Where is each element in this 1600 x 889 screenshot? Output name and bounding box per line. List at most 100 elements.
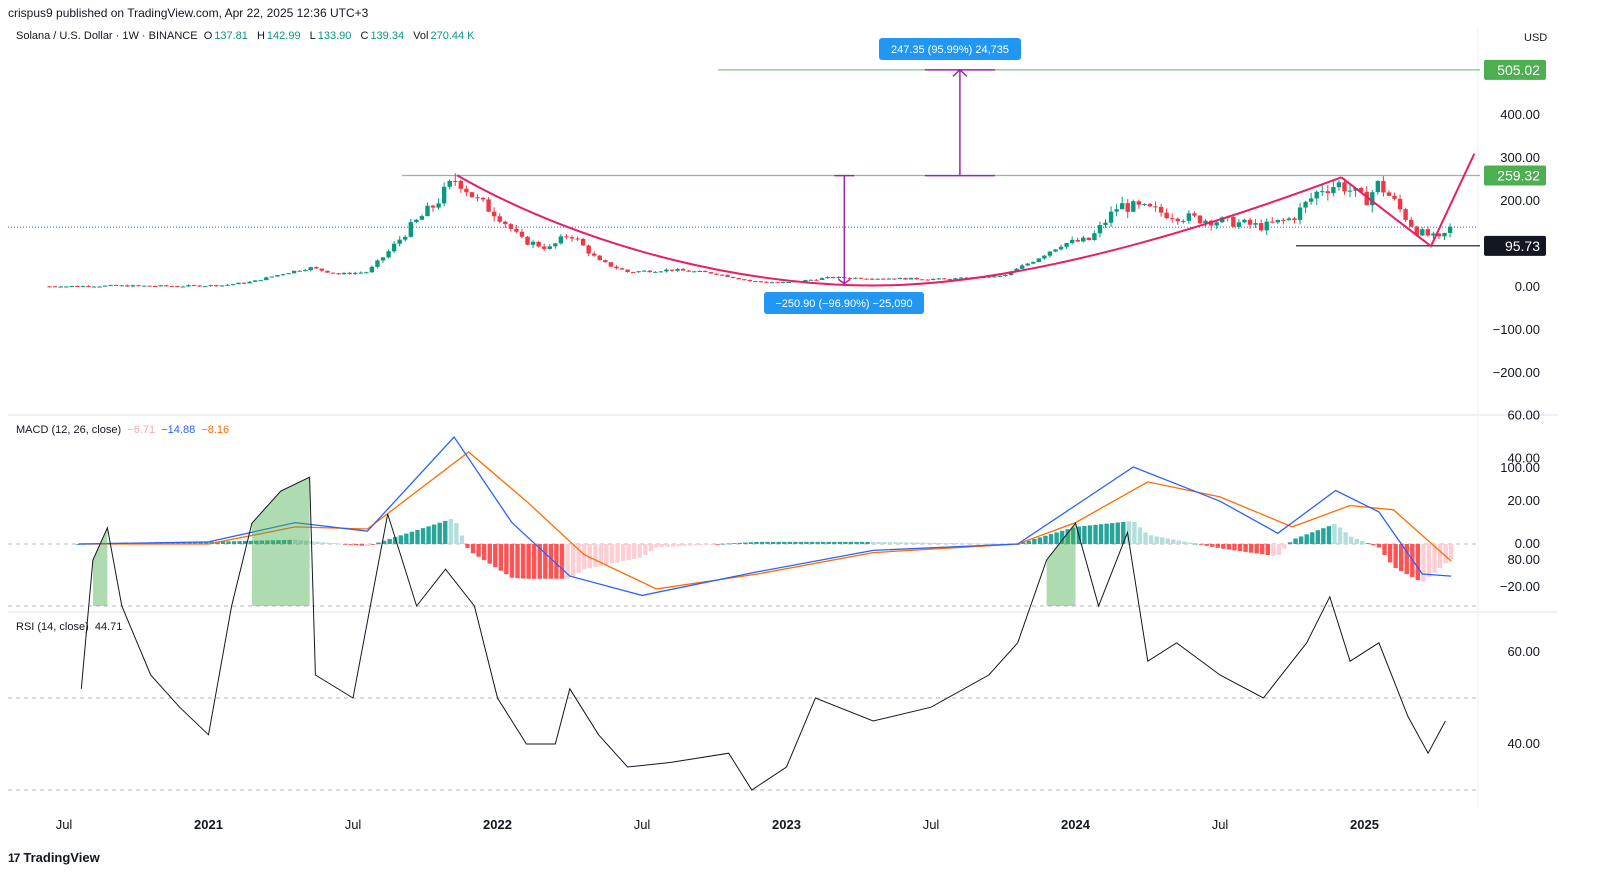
- macd-hist-bar: [320, 542, 326, 544]
- macd-hist-bar: [1154, 536, 1159, 544]
- macd-hist-bar: [315, 541, 320, 544]
- macd-hist-bar: [865, 541, 870, 544]
- candle-body: [1364, 191, 1369, 206]
- candle-body: [897, 277, 903, 280]
- macd-line: [78, 435, 1452, 597]
- candle-body: [1275, 219, 1280, 223]
- tradingview-logo[interactable]: 17 TradingView: [8, 850, 100, 865]
- rsi-tick-label: 60.00: [1507, 644, 1540, 659]
- rsi-line: [80, 476, 1446, 791]
- rsi-pane[interactable]: [8, 476, 1478, 791]
- candle-body: [369, 266, 375, 273]
- macd-hist-bar: [1165, 538, 1170, 544]
- macd-hist-bar: [887, 542, 893, 544]
- macd-hist-bar: [1315, 530, 1321, 544]
- candle-body: [191, 285, 197, 287]
- macd-hist-bar: [543, 544, 548, 579]
- macd-hist-bar: [576, 544, 581, 573]
- macd-hist-bar: [265, 540, 270, 544]
- macd-hist-bar: [665, 544, 670, 547]
- rsi-label[interactable]: RSI (14, close): [16, 621, 89, 633]
- candle-body: [1281, 219, 1286, 221]
- macd-hist-bar: [1065, 529, 1070, 544]
- macd-hist-bar: [1098, 524, 1104, 544]
- candle-body: [458, 180, 464, 189]
- symbol-name[interactable]: Solana / U.S. Dollar · 1W · BINANCE: [16, 30, 198, 42]
- candle-body: [881, 278, 886, 280]
- candle-body: [847, 277, 853, 279]
- time-tick-label: Jul: [923, 817, 940, 832]
- candle-body: [141, 285, 147, 287]
- time-tick-label: 2022: [483, 817, 512, 832]
- candle-body: [275, 275, 280, 277]
- macd-hist-bar: [715, 544, 720, 545]
- macd-legend: MACD (12, 26, close) −6.71 −14.88 −8.16: [16, 424, 229, 436]
- macd-hist-bar: [1376, 544, 1382, 548]
- macd-hist-bar: [465, 544, 470, 548]
- macd-hist-bar: [1437, 544, 1443, 569]
- close-label: C: [360, 30, 369, 42]
- macd-hist-bar: [709, 544, 715, 545]
- macd-hist-bar: [787, 541, 793, 544]
- macd-hist-bar: [1193, 543, 1198, 545]
- close-value: 139.34: [370, 30, 405, 42]
- candle-body: [608, 262, 614, 267]
- macd-hist-bar: [693, 544, 698, 546]
- candle-body: [1181, 220, 1186, 222]
- macd-hist-bar: [598, 544, 604, 566]
- price-pane[interactable]: [8, 69, 1480, 288]
- candle-body: [52, 286, 58, 288]
- macd-hist-bar: [1160, 537, 1165, 544]
- candle-body: [58, 286, 63, 288]
- candle-body: [808, 279, 814, 281]
- candle-body: [769, 282, 775, 284]
- candle-body: [1064, 243, 1069, 247]
- macd-hist-bar: [609, 544, 615, 564]
- macd-hist-bar: [404, 533, 409, 544]
- macd-hist-bar: [837, 541, 843, 544]
- macd-hist-bar: [1087, 525, 1093, 544]
- candle-body: [903, 277, 908, 280]
- candle-body: [603, 260, 608, 263]
- macd-hist-bar: [587, 544, 592, 569]
- macd-hist-bar: [859, 541, 865, 544]
- macd-hist-bar: [898, 542, 904, 544]
- candle-body: [1042, 255, 1047, 259]
- macd-hist-bar: [1398, 544, 1404, 572]
- macd-hist-bar: [343, 544, 348, 545]
- macd-hist-bar: [976, 543, 981, 545]
- target-price-tag-bg: [1484, 59, 1546, 80]
- candle-body: [314, 267, 319, 269]
- currency-label[interactable]: USD: [1524, 32, 1548, 44]
- macd-hist-bar: [1215, 544, 1220, 548]
- macd-hist-bar: [1043, 535, 1048, 544]
- candle-body: [1075, 239, 1080, 242]
- macd-hist-bar: [1237, 544, 1243, 552]
- macd-hist-bar: [454, 522, 459, 544]
- candle-body: [1014, 268, 1019, 272]
- macd-hist-bar: [793, 541, 798, 544]
- candle-body: [786, 282, 791, 284]
- candle-body: [214, 285, 219, 287]
- price-tick-label: −200.00: [1493, 365, 1540, 380]
- candle-body: [1442, 232, 1447, 237]
- macd-signal-value: −8.16: [201, 424, 230, 436]
- macd-label[interactable]: MACD (12, 26, close): [16, 424, 122, 436]
- macd-hist-bar: [381, 540, 387, 544]
- macd-hist-bar: [298, 540, 303, 544]
- candle-body: [91, 286, 97, 288]
- macd-hist-bar: [470, 544, 476, 554]
- macd-hist-bar: [376, 542, 381, 544]
- macd-hist-bar: [159, 542, 165, 544]
- candle-body: [1125, 203, 1130, 212]
- candle-body: [469, 192, 475, 198]
- candle-body: [408, 222, 413, 237]
- candle-body: [164, 285, 169, 287]
- macd-pane[interactable]: [8, 435, 1478, 597]
- candle-body: [858, 277, 864, 279]
- lower-measure-tag: [764, 292, 924, 314]
- macd-hist-bar: [943, 542, 948, 544]
- candle-body: [486, 199, 491, 212]
- candle-body: [1092, 233, 1097, 240]
